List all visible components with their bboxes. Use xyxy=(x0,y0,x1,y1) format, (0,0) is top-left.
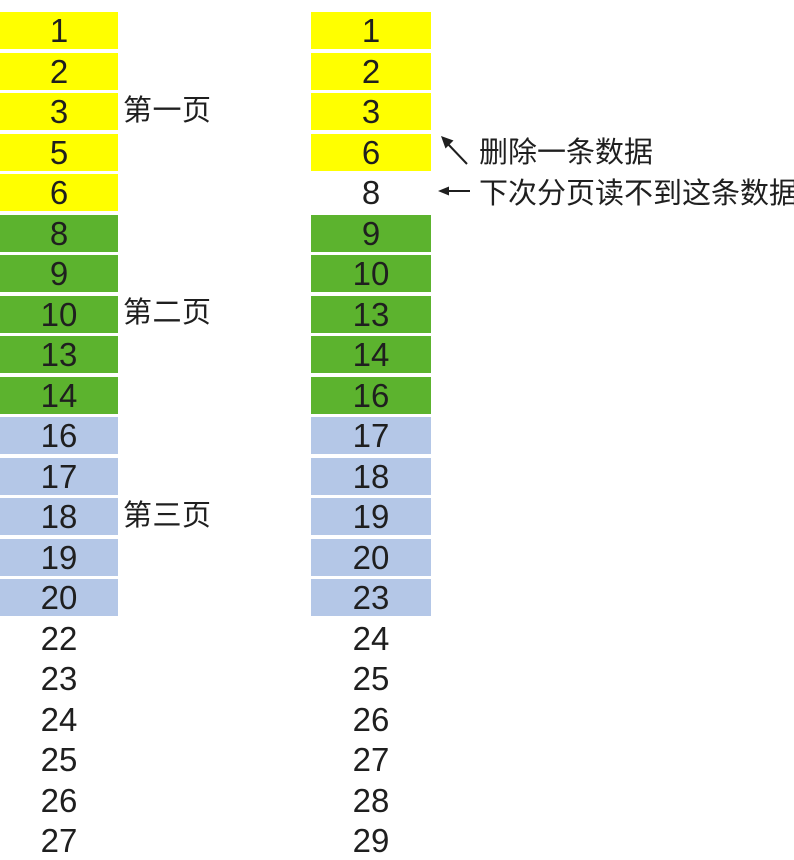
records-before-delete-column: 1 2 3 5 6 8 9 10 13 14 16 17 18 19 20 22 23 24 25 26 27 xyxy=(0,12,118,860)
up-left-arrow-icon xyxy=(436,131,472,169)
record-cell: 3 xyxy=(0,93,118,130)
record-cell: 10 xyxy=(0,295,118,333)
record-cell: 3 xyxy=(311,93,431,130)
record-cell: 18 xyxy=(311,457,431,495)
record-cell: 20 xyxy=(311,538,431,576)
record-cell: 1 xyxy=(0,12,118,49)
record-cell: 20 xyxy=(0,579,118,616)
missing-record-annotation: 下次分页读不到这条数据 xyxy=(436,172,794,210)
record-cell: 29 xyxy=(352,822,390,859)
record-cell: 14 xyxy=(311,336,431,373)
record-cell: 17 xyxy=(311,417,431,454)
delete-annotation: 删除一条数据 xyxy=(436,131,653,169)
record-cell: 6 xyxy=(0,174,118,211)
record-cell: 6 xyxy=(311,133,431,171)
record-cell: 18 xyxy=(0,498,118,535)
delete-annotation-text: 删除一条数据 xyxy=(479,137,654,169)
record-cell: 24 xyxy=(40,700,78,738)
record-cell: 13 xyxy=(0,336,118,373)
record-cell: 19 xyxy=(311,498,431,535)
record-cell: 28 xyxy=(352,781,390,819)
record-cell: 25 xyxy=(352,660,390,697)
record-cell: 26 xyxy=(352,700,390,738)
record-cell: 27 xyxy=(352,741,390,778)
record-cell: 2 xyxy=(311,52,431,90)
record-cell: 5 xyxy=(0,133,118,171)
missing-record-annotation-text: 下次分页读不到这条数据 xyxy=(479,178,794,210)
record-cell: 23 xyxy=(40,660,78,697)
record-cell: 25 xyxy=(40,741,78,778)
record-cell: 16 xyxy=(0,417,118,454)
record-cell: 22 xyxy=(40,619,78,657)
record-cell: 10 xyxy=(311,255,431,292)
record-cell: 13 xyxy=(311,295,431,333)
page-2-label: 第二页 xyxy=(123,297,212,329)
record-cell: 2 xyxy=(0,52,118,90)
record-cell: 16 xyxy=(311,376,431,414)
record-cell: 23 xyxy=(311,579,431,616)
record-cell: 14 xyxy=(0,376,118,414)
left-arrow-icon xyxy=(436,172,472,210)
record-cell: 26 xyxy=(40,781,78,819)
record-cell: 8 xyxy=(361,174,381,211)
record-cell: 27 xyxy=(40,822,78,859)
record-cell: 19 xyxy=(0,538,118,576)
page-1-label: 第一页 xyxy=(123,95,212,127)
record-cell: 9 xyxy=(0,255,118,292)
record-cell: 8 xyxy=(0,214,118,252)
record-cell: 17 xyxy=(0,457,118,495)
record-cell: 9 xyxy=(311,214,431,252)
record-cell: 1 xyxy=(311,12,431,49)
records-after-delete-column: 1 2 3 6 8 9 10 13 14 16 17 18 19 20 23 24 25 26 27 28 29 xyxy=(311,12,431,860)
record-cell: 24 xyxy=(352,619,390,657)
page-3-label: 第三页 xyxy=(123,500,212,532)
